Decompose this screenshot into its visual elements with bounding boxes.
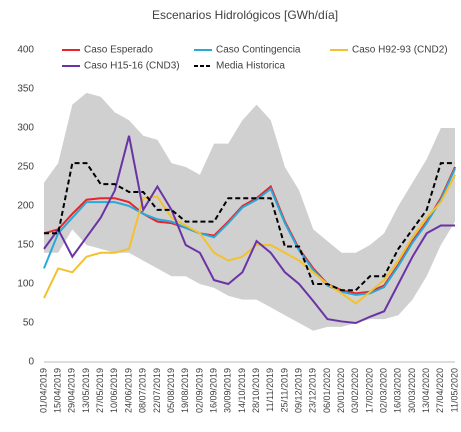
legend-label: Caso H15-16 (CND3) (84, 61, 180, 72)
x-tick-label: 14/10/2019 (237, 368, 247, 413)
series-line (43, 174, 456, 305)
x-tick-label: 02/09/2019 (194, 368, 204, 413)
x-tick-label: 05/08/2019 (166, 368, 176, 413)
x-tick-label: 30/09/2019 (223, 368, 233, 413)
y-tick-label: 350 (17, 84, 34, 95)
x-tick-label: 11/11/2019 (265, 368, 275, 412)
x-tick-label: 27/04/2020 (435, 368, 445, 413)
y-tick-label: 100 (17, 279, 34, 290)
x-tick-label: 17/02/2020 (364, 368, 374, 413)
chart-title: Escenarios Hidrológicos [GWh/día] (152, 8, 338, 22)
x-tick-label: 16/03/2020 (393, 368, 403, 413)
x-tick-label: 25/11/2019 (279, 368, 289, 412)
x-tick-label: 23/12/2019 (308, 368, 318, 413)
x-tick-label: 30/03/2020 (407, 368, 417, 413)
x-tick-label: 29/04/2019 (67, 368, 77, 413)
x-tick-label: 16/09/2019 (208, 368, 218, 413)
y-tick-label: 400 (17, 45, 34, 56)
legend-label: Caso Contingencia (216, 45, 301, 56)
x-tick-label: 02/03/2020 (379, 368, 389, 413)
y-tick-label: 250 (17, 162, 34, 173)
x-tick-label: 15/04/2019 (53, 368, 63, 413)
x-tick-label: 11/05/2020 (449, 368, 459, 412)
x-tick-label: 24/06/2019 (123, 368, 133, 413)
x-tick-label: 13/04/2020 (421, 368, 431, 413)
y-tick-label: 50 (23, 318, 35, 329)
x-tick-label: 09/12/2019 (293, 368, 303, 413)
series-line (43, 135, 455, 325)
x-tick-label: 10/06/2019 (109, 368, 119, 413)
series-line (44, 162, 455, 292)
x-tick-label: 13/05/2019 (81, 368, 91, 413)
y-tick-label: 150 (17, 240, 34, 251)
x-tick-label: 22/07/2019 (152, 368, 162, 413)
x-tick-label: 08/07/2019 (138, 368, 148, 413)
y-tick-label: 300 (17, 123, 34, 134)
legend-label: Caso H92-93 (CND2) (352, 45, 448, 56)
y-tick-label: 0 (28, 357, 34, 368)
x-tick-label: 20/01/2020 (336, 368, 346, 413)
x-tick-label: 06/01/2020 (322, 368, 332, 413)
range-band (44, 92, 455, 331)
legend-label: Media Historica (216, 61, 285, 72)
x-tick-label: 19/08/2019 (180, 368, 190, 413)
series-line (43, 168, 456, 296)
x-tick-label: 01/04/2019 (38, 368, 48, 413)
x-tick-label: 27/05/2019 (95, 368, 105, 413)
x-tick-label: 28/10/2019 (251, 368, 261, 413)
x-tick-label: 03/02/2020 (350, 368, 360, 413)
legend-label: Caso Esperado (84, 45, 153, 56)
y-tick-label: 200 (17, 201, 34, 212)
